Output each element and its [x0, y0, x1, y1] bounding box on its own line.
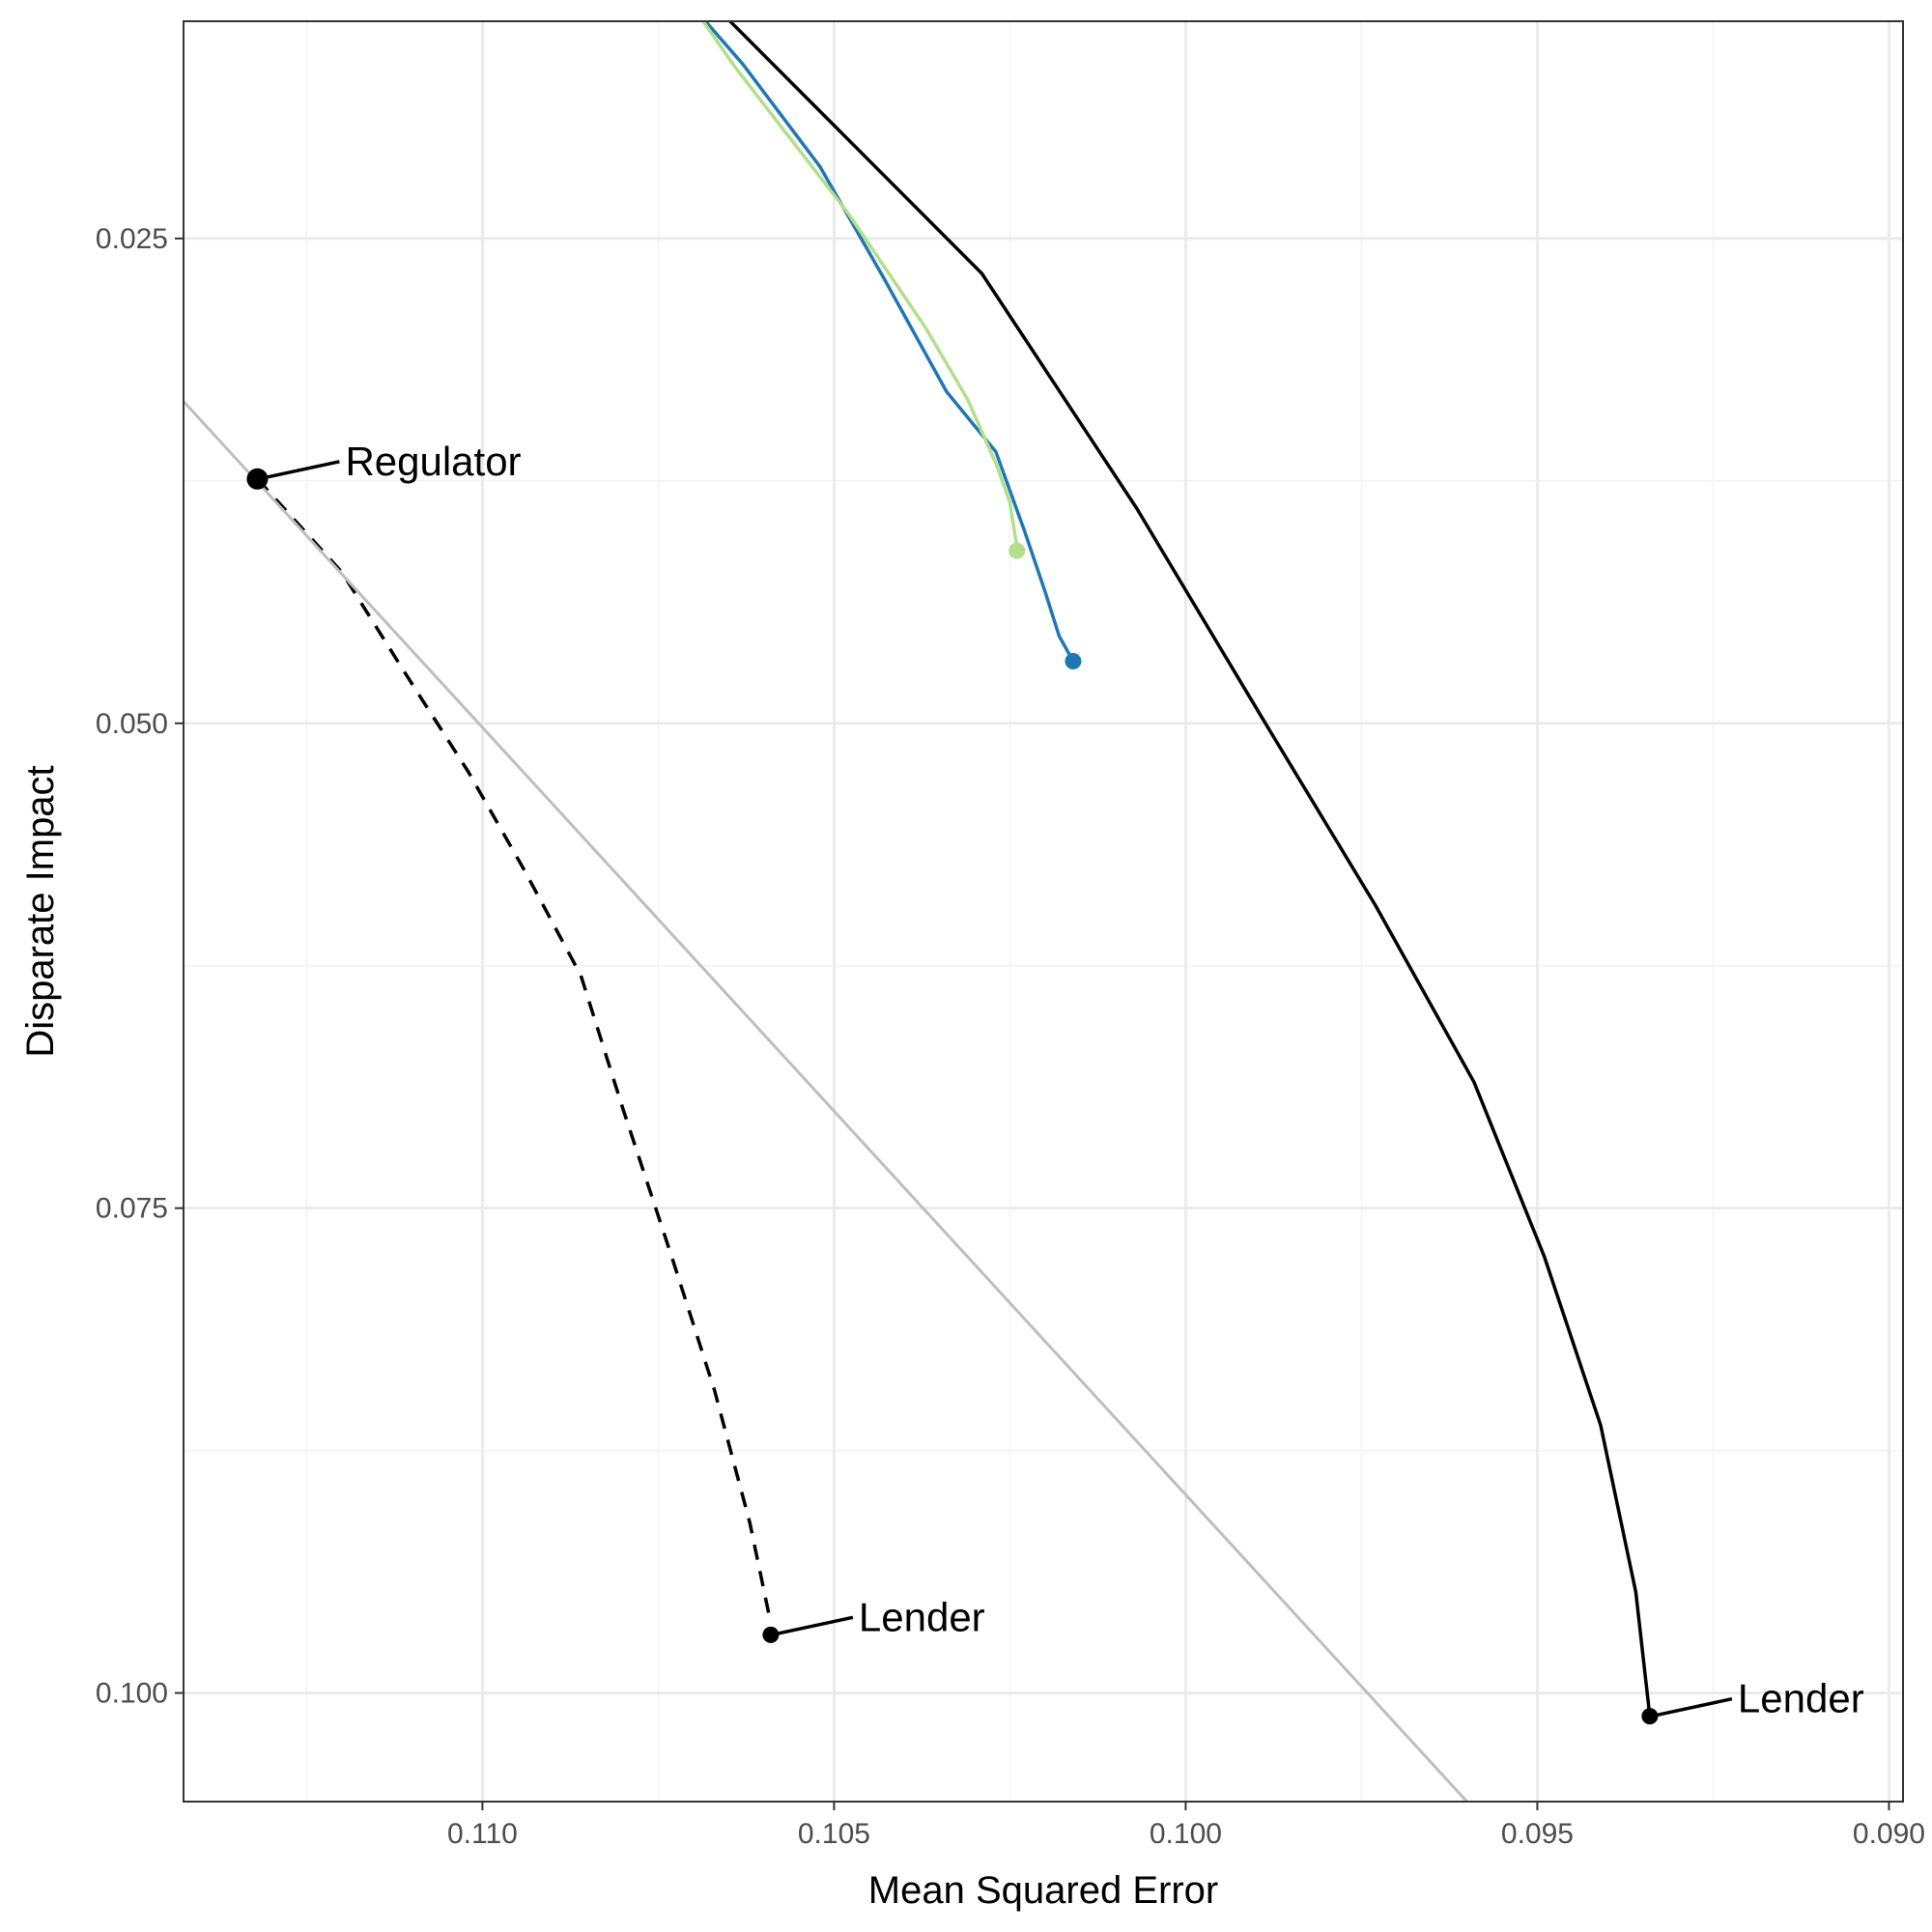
- x-tick-label: 0.090: [1853, 1818, 1925, 1850]
- series-layer: [184, 21, 1652, 1802]
- panel-border: [183, 20, 1904, 1803]
- annotation-leader-4: [776, 1615, 854, 1636]
- annotation-label-4: Lender: [859, 1594, 985, 1639]
- grid-major: [184, 21, 1903, 1802]
- x-tick-label: 0.100: [1150, 1818, 1222, 1850]
- y-tick-label: 0.100: [96, 1678, 168, 1710]
- x-tick-label: 0.095: [1501, 1818, 1574, 1850]
- y-axis-title: Disparate Impact: [19, 765, 62, 1057]
- x-tick-label: 0.105: [798, 1818, 870, 1850]
- y-tick-label: 0.050: [96, 708, 168, 740]
- annotation-leader-2: [1655, 1696, 1733, 1718]
- endpoint-marker-3: [1065, 653, 1082, 670]
- x-axis-title: Mean Squared Error: [868, 1869, 1218, 1912]
- series-line-1: [727, 21, 1652, 1717]
- series-line-5: [184, 400, 1468, 1802]
- endpoint-marker-2: [1641, 1708, 1659, 1725]
- x-axis: 0.110 0.105 0.100 0.095 0.090: [447, 1802, 1925, 1850]
- annotation-label-3: Regulator: [345, 439, 521, 484]
- annotation-leader-3: [263, 460, 340, 480]
- endpoint-marker-5: [246, 468, 269, 490]
- endpoint-marker-4: [1009, 542, 1026, 559]
- x-tick-label: 0.110: [447, 1818, 518, 1850]
- endpoint-marker-6: [762, 1626, 780, 1643]
- series-line-2: [703, 21, 1075, 663]
- y-axis: 0.025 0.050 0.075 0.100: [96, 223, 184, 1710]
- y-tick-label: 0.025: [96, 223, 168, 255]
- annotation-layer: RegulatorLenderRegulatorLender: [263, 439, 1864, 1721]
- annotation-label-2: Lender: [1738, 1676, 1864, 1721]
- y-tick-label: 0.075: [96, 1193, 168, 1225]
- points-layer: [246, 468, 1659, 1725]
- series-line-3: [700, 21, 1019, 548]
